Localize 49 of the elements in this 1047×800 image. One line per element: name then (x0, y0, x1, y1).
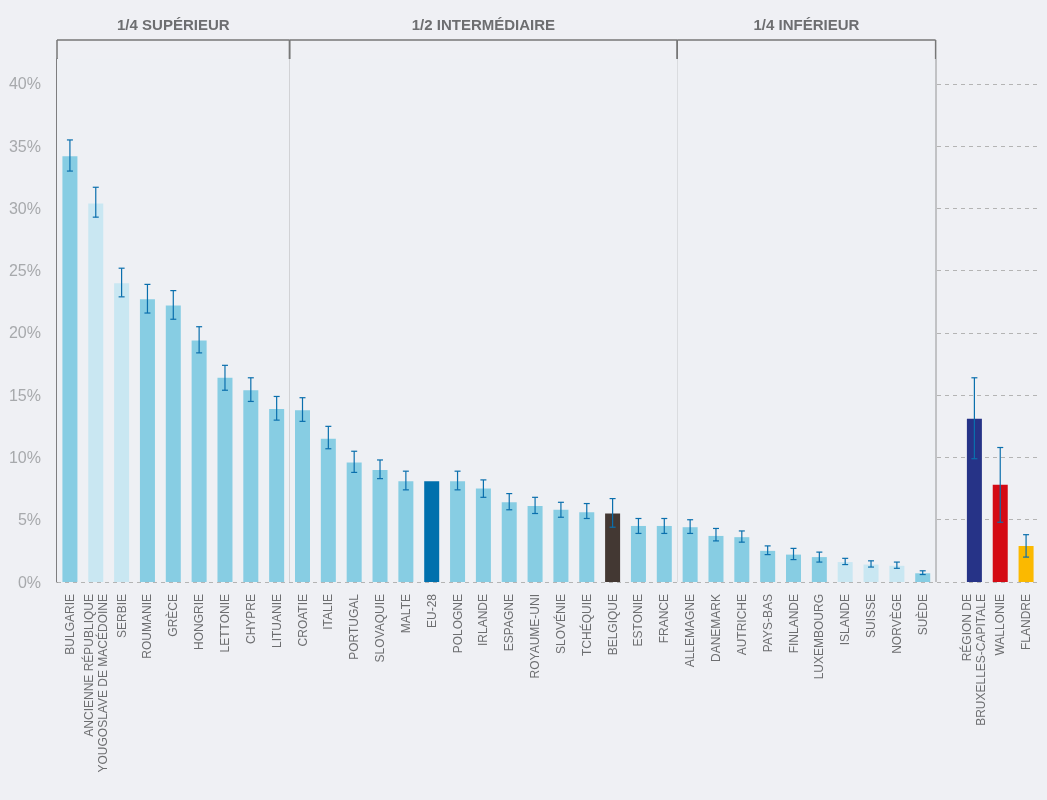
x-tick-label: ROUMANIE (140, 594, 155, 659)
x-tick-label: EU-28 (424, 593, 439, 629)
x-tick-label: PAYS-BAS (760, 594, 775, 653)
x-tick-label: ANCIENNE RÉPUBLIQUE YOUGOSLAVE DE MACÉDOINE (80, 594, 110, 773)
x-tick-label: ESPAGNE (502, 594, 517, 652)
x-tick-label: ITALIE (321, 594, 336, 630)
x-tick-label: SUISSE (864, 594, 879, 639)
x-tick-label: HONGRIE (192, 594, 207, 651)
x-tick-label: ISLANDE (838, 594, 853, 646)
x-tick-label: DANEMARK (708, 594, 723, 663)
x-tick-label: WALLONIE (993, 594, 1008, 656)
x-tick-label: LITUANIE (269, 594, 284, 649)
x-tick-label: CHYPRE (243, 594, 258, 645)
y-tick-label: 10% (8, 448, 41, 466)
x-tick-label: LUXEMBOURG (812, 594, 827, 680)
x-tick-label: SERBIE (114, 594, 129, 639)
x-tick-label: PORTUGAL (347, 593, 362, 660)
y-tick-label: 0% (17, 573, 41, 591)
band-label: 1/4 INFÉRIEUR (753, 15, 860, 33)
x-tick-label: BULGARIE (62, 594, 77, 655)
x-tick-label: ROYAUME-UNI (528, 594, 543, 679)
y-tick-label: 20% (8, 324, 41, 342)
band-label: 1/4 SUPÉRIEUR (117, 15, 230, 33)
x-tick-label: FRANCE (657, 594, 672, 644)
y-tick-label: 25% (8, 262, 41, 280)
y-tick-label: 40% (8, 75, 41, 93)
x-tick-label: AUTRICHE (734, 594, 749, 656)
y-tick-label: 5% (17, 511, 41, 529)
x-tick-label: GRÈCE (165, 594, 181, 637)
x-tick-label: BELGIQUE (605, 594, 620, 656)
x-tick-label: LETTONIE (217, 594, 232, 653)
x-tick-label: MALTE (398, 594, 413, 634)
x-tick-label: ALLEMAGNE (683, 594, 698, 668)
x-tick-label: TCHÉQUIE (578, 594, 594, 657)
x-tick-label: SLOVAQUIE (373, 594, 388, 663)
y-tick-label: 30% (8, 199, 41, 217)
x-tick-label: ESTONIE (631, 594, 646, 647)
x-tick-label: NORVÈGE (888, 594, 904, 654)
x-tick-label: FLANDRE (1019, 594, 1034, 651)
x-tick-label: SUÈDE (914, 594, 930, 636)
x-tick-label: CROATIE (295, 594, 310, 647)
x-tick-label: POLOGNE (450, 594, 465, 654)
y-tick-label: 35% (8, 137, 41, 155)
x-tick-label: SLOVÉNIE (552, 594, 568, 655)
x-tick-label: FINLANDE (786, 594, 801, 654)
x-tick-label: IRLANDE (476, 594, 491, 647)
band-label: 1/2 INTERMÉDIAIRE (411, 15, 556, 33)
x-tick-label: RÉGION DE BRUXELLES-CAPITALE (959, 594, 989, 726)
y-tick-label: 15% (8, 386, 41, 404)
